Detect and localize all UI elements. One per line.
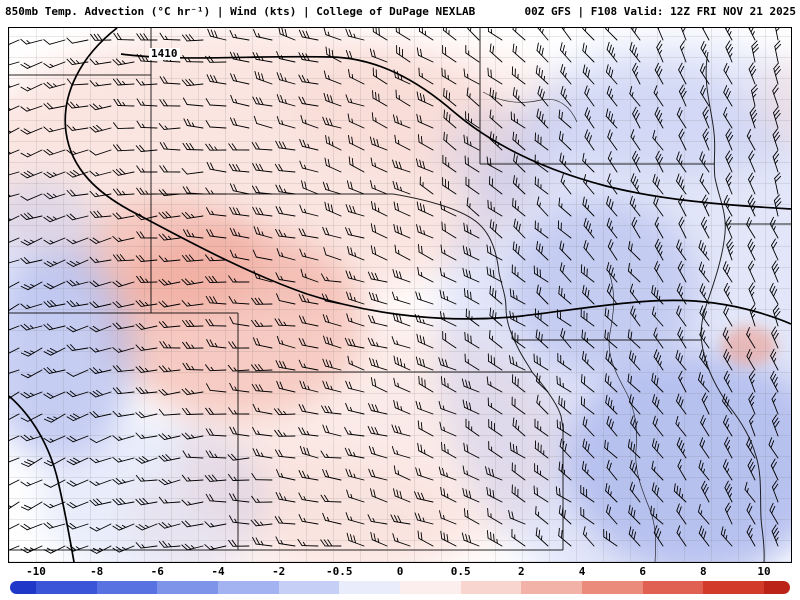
colorbar-gradient: [10, 581, 790, 594]
warm-advection-core: [104, 228, 364, 418]
colorbar-segment: [703, 581, 765, 594]
colorbar-cap-right: [764, 581, 790, 594]
colorbar-segment: [157, 581, 219, 594]
colorbar-segment: [96, 581, 158, 594]
cold-advection-shading: [439, 103, 569, 203]
colorbar-segment: [582, 581, 643, 594]
state-border-line: [392, 193, 533, 373]
colorbar-segment: [642, 581, 704, 594]
cold-advection-core: [9, 253, 134, 463]
colorbar-tick: 0: [396, 565, 404, 578]
colorbar-segment: [400, 581, 461, 594]
colorbar-cap-left: [10, 581, 36, 594]
map-overlay: [9, 28, 791, 562]
cold-advection-shading: [529, 38, 791, 178]
colorbar-segment: [460, 581, 522, 594]
header-bar: 850mb Temp. Advection (°C hr⁻¹) | Wind (…: [5, 5, 796, 18]
wind-barbs: [9, 28, 782, 554]
colorbar-tick: 8: [699, 565, 707, 578]
colorbar-segment: [339, 581, 401, 594]
colorbar-ticks: -10 -8 -6 -4 -2 -0.5 0 0.5 2 4 6 8 10: [10, 565, 790, 578]
colorbar-tick: -6: [150, 565, 164, 578]
colorbar-tick: -8: [90, 565, 104, 578]
height-contour-line: [64, 28, 791, 325]
colorbar-segment: [278, 581, 340, 594]
colorbar-tick: 0.5: [450, 565, 471, 578]
warm-advection-shading: [129, 448, 459, 562]
colorbar-tick: 4: [578, 565, 586, 578]
colorbar-segment: [521, 581, 583, 594]
colorbar-tick: 10: [757, 565, 771, 578]
height-contour-line: [120, 53, 791, 210]
river-line: [482, 91, 578, 123]
warm-advection-shading: [289, 43, 569, 173]
colorbar-tick: -0.5: [326, 565, 353, 578]
height-contour-line: [9, 395, 75, 562]
colorbar-tick: -2: [272, 565, 286, 578]
height-contours: [9, 28, 791, 562]
model-run-info: 00Z GFS | F108 Valid: 12Z FRI NOV 21 202…: [524, 5, 796, 18]
state-border-line: [700, 51, 765, 562]
colorbar-tick: 6: [639, 565, 646, 578]
height-contour-label: 1410: [149, 47, 180, 60]
colorbar-tick: 2: [517, 565, 525, 578]
product-title: 850mb Temp. Advection (°C hr⁻¹) | Wind (…: [5, 5, 476, 18]
map-area: 1410: [8, 27, 792, 563]
colorbar-segment: [36, 581, 97, 594]
colorbar-tick: -4: [211, 565, 225, 578]
county-lines: [9, 28, 791, 562]
colorbar-tick: -10: [26, 565, 46, 578]
cold-advection-shading: [39, 418, 269, 562]
colorbar-segment: [218, 581, 279, 594]
